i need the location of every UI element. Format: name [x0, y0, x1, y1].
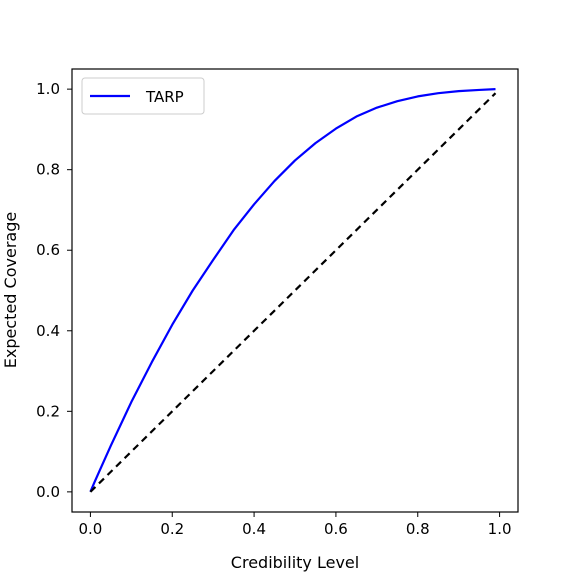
x-axis-label: Credibility Level [231, 553, 359, 572]
legend-layer: TARP [81, 77, 205, 115]
x-tick-label: 1.0 [488, 520, 512, 538]
y-tick-label: 1.0 [36, 80, 60, 98]
legend-box [81, 77, 205, 115]
y-tick-label: 0.8 [36, 161, 60, 179]
x-tick-label: 0.2 [160, 520, 184, 538]
y-axis-label: Expected Coverage [1, 212, 20, 368]
x-tick-label: 0.6 [324, 520, 348, 538]
x-tick-label: 0.0 [78, 520, 102, 538]
y-tick-label: 0.6 [36, 241, 60, 259]
x-tick-label: 0.8 [406, 520, 430, 538]
legend-tarp-label: TARP [145, 88, 184, 106]
axis-layer: 0.0 0.2 0.4 0.6 0.8 1.0 0.0 0.2 0.4 0.6 0.8 1.0 [36, 68, 519, 538]
series-layer [89, 88, 497, 493]
x-tick-label: 0.4 [242, 520, 266, 538]
plot-frame [71, 68, 519, 513]
diagonal-reference-line [89, 92, 497, 493]
y-tick-label: 0.0 [36, 483, 60, 501]
tarp-series-line [89, 88, 496, 493]
y-tick-label: 0.4 [36, 322, 60, 340]
y-tick-label: 0.2 [36, 402, 60, 420]
